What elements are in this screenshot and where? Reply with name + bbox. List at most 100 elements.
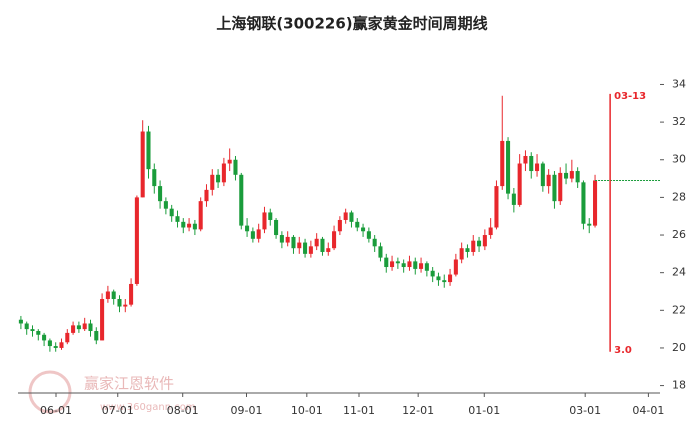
candle-body	[407, 261, 412, 268]
candle-body	[158, 186, 163, 202]
x-tick-label: 07-01	[102, 404, 134, 417]
candle-body	[535, 163, 540, 172]
candle-body	[523, 155, 528, 164]
candle-body	[204, 189, 209, 202]
candle-body	[378, 246, 383, 258]
candle-body	[448, 274, 453, 283]
candle-body	[587, 223, 592, 226]
y-tick-label: 32	[672, 115, 686, 128]
candle-body	[355, 221, 360, 228]
x-tick-label: 04-01	[632, 404, 664, 417]
watermark-url: www.360gann.com	[100, 402, 196, 413]
candle-body	[488, 227, 493, 236]
candle-body	[395, 261, 400, 264]
candle-body	[30, 329, 35, 332]
candle-body	[477, 240, 482, 247]
candle-body	[111, 291, 116, 300]
x-tick-label: 10-01	[291, 404, 323, 417]
candle-body	[245, 225, 250, 232]
candle-body	[100, 299, 105, 341]
candle-body	[540, 163, 545, 187]
candle-body	[163, 201, 168, 209]
x-tick-label: 06-01	[40, 404, 72, 417]
candle-body	[401, 263, 406, 268]
candle-body	[198, 201, 203, 230]
y-tick-label: 26	[672, 228, 686, 241]
candle-body	[500, 140, 505, 187]
candle-body	[18, 319, 23, 324]
candle-body	[442, 280, 447, 283]
y-tick-label: 28	[672, 190, 686, 203]
candle-body	[546, 174, 551, 187]
candle-body	[279, 235, 284, 243]
candle-body	[564, 172, 569, 179]
candle-body	[192, 223, 197, 230]
candle-body	[187, 223, 192, 228]
candle-body	[366, 231, 371, 239]
y-tick-label: 24	[672, 266, 686, 279]
candle-body	[453, 259, 458, 275]
chart-title: 上海钢联(300226)赢家黄金时间周期线	[216, 15, 487, 33]
x-tick-label: 11-01	[343, 404, 375, 417]
candle-body	[233, 159, 238, 175]
candle-body	[88, 323, 93, 332]
candle-body	[123, 304, 128, 307]
candle-body	[332, 231, 337, 249]
candle-body	[216, 174, 221, 183]
cycle-date-label: 03-13	[614, 91, 646, 102]
y-tick-label: 20	[672, 341, 686, 354]
x-tick-label: 12-01	[402, 404, 434, 417]
candle-body	[152, 169, 157, 187]
y-tick-label: 18	[672, 379, 686, 392]
candle-body	[297, 242, 302, 249]
candle-body	[511, 193, 516, 205]
watermark: 赢家江恩软件 www.360gann.com	[28, 370, 196, 414]
candle-body	[42, 334, 47, 341]
candle-body	[575, 171, 580, 183]
candle-body	[105, 291, 110, 300]
candle-body	[210, 174, 215, 190]
y-tick-label: 34	[672, 77, 686, 90]
candle-body	[314, 238, 319, 247]
candle-body	[65, 332, 70, 343]
candle-body	[169, 208, 174, 217]
x-tick-label: 08-01	[167, 404, 199, 417]
candle-body	[430, 270, 435, 277]
candle-body	[593, 180, 598, 226]
candle-body	[82, 323, 87, 330]
y-tick-label: 30	[672, 153, 686, 166]
candle-body	[71, 325, 76, 333]
candle-body	[372, 238, 377, 247]
candle-body	[494, 186, 499, 228]
candle-body	[250, 231, 255, 239]
candle-body	[285, 236, 290, 243]
candle-body	[343, 212, 348, 220]
candle-body	[262, 212, 267, 230]
candle-body	[517, 163, 522, 205]
candle-body	[349, 212, 354, 222]
candle-body	[569, 171, 574, 179]
candle-body	[94, 331, 99, 341]
candle-body	[256, 229, 261, 239]
x-tick-label: 09-01	[231, 404, 263, 417]
cycle-period-label: 3.0	[614, 345, 632, 356]
candle-body	[53, 346, 58, 348]
y-tick-label: 22	[672, 303, 686, 316]
candle-body	[465, 248, 470, 252]
candle-body	[419, 263, 424, 269]
candle-body	[337, 219, 342, 232]
candle-body	[482, 235, 487, 247]
candle-body	[274, 219, 279, 236]
candle-body	[76, 325, 81, 330]
candle-body	[117, 299, 122, 307]
candle-body	[384, 257, 389, 268]
candle-body	[129, 283, 134, 305]
watermark-logo	[28, 370, 72, 414]
candle-body	[291, 236, 296, 249]
candle-body	[558, 172, 563, 202]
candle-body	[140, 131, 145, 198]
candle-body	[175, 216, 180, 222]
x-tick-label: 03-01	[569, 404, 601, 417]
candle-body	[436, 276, 441, 281]
